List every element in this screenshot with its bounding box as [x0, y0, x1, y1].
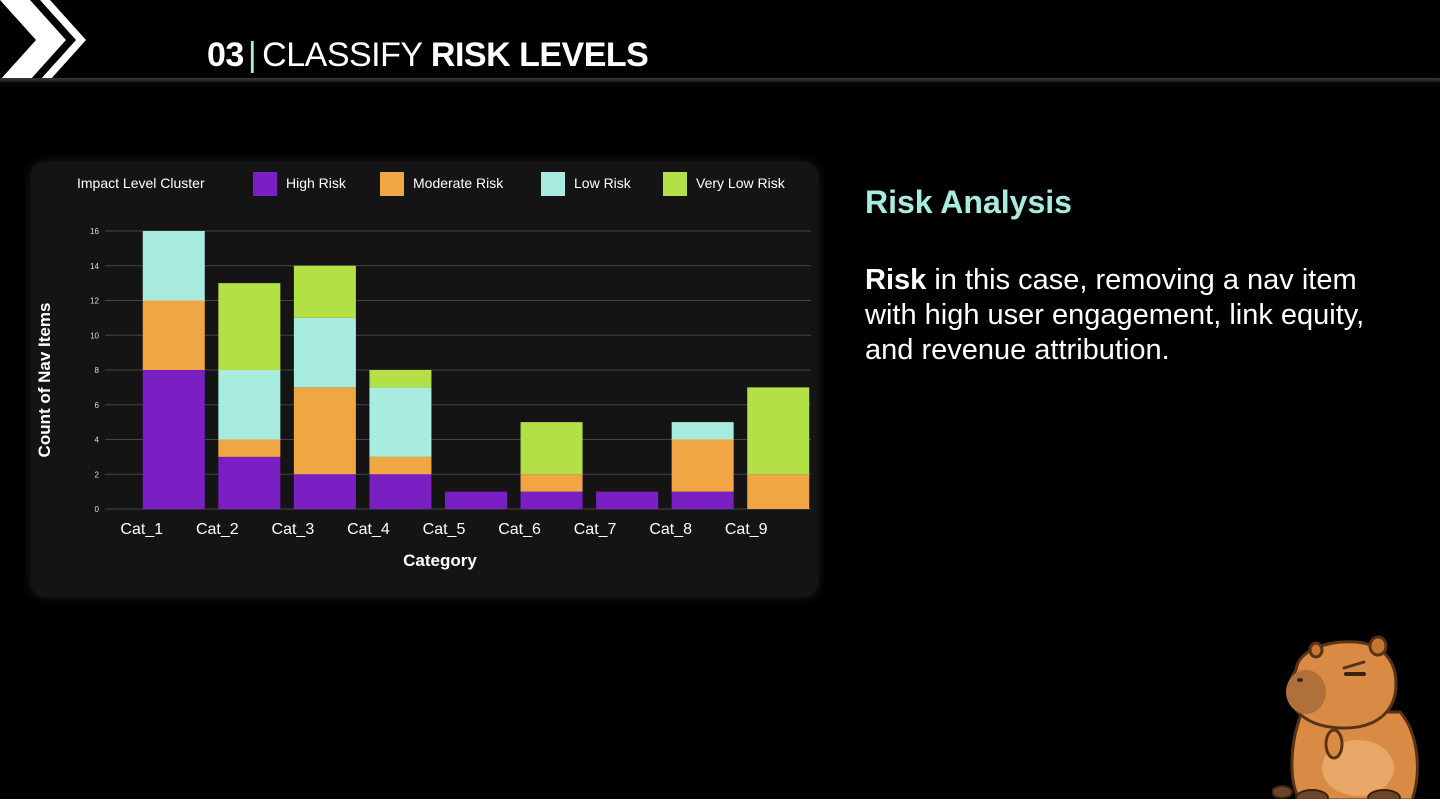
y-tick-label: 10: [90, 331, 99, 340]
bar-segment: [293, 265, 356, 318]
y-axis-ticks: 0 2 4 6 8 10 12 14 16: [90, 227, 99, 514]
bar-segment: [218, 370, 281, 440]
y-tick-label: 8: [95, 366, 100, 375]
legend-swatch: [541, 172, 565, 196]
y-tick-label: 0: [95, 505, 100, 514]
bar-segment: [747, 474, 810, 509]
x-axis-label: Category: [403, 551, 477, 570]
bar-segment: [671, 422, 734, 440]
y-tick-label: 6: [95, 401, 100, 410]
title-separator: |: [247, 36, 257, 74]
bar-segment: [218, 439, 281, 457]
x-tick-label: Cat_8: [649, 521, 692, 538]
y-tick-label: 2: [95, 470, 100, 479]
y-axis-label: Count of Nav Items: [35, 303, 54, 458]
bar-segment: [369, 474, 432, 509]
bar-segment: [293, 317, 356, 388]
bar-segment: [369, 387, 432, 457]
section-number: 03: [207, 36, 244, 74]
bar-segment: [293, 387, 356, 475]
legend-swatch: [380, 172, 404, 196]
bar-segment: [369, 370, 432, 388]
chart-legend: Impact Level Cluster High Risk Moderate Ri…: [77, 172, 786, 196]
bar-segment: [218, 456, 281, 509]
legend-label: Moderate Risk: [413, 175, 504, 191]
legend-title: Impact Level Cluster: [77, 175, 205, 191]
x-tick-label: Cat_1: [120, 521, 163, 538]
x-tick-label: Cat_6: [498, 521, 541, 538]
x-tick-label: Cat_3: [272, 521, 315, 538]
bar-segment: [520, 422, 583, 475]
x-tick-label: Cat_4: [347, 521, 390, 538]
risk-analysis-heading: Risk Analysis: [865, 184, 1072, 220]
title-light-text: CLASSIFY: [262, 36, 422, 74]
bar-segment: [671, 491, 734, 509]
bar-segment: [747, 387, 810, 475]
title-bold-text: RISK LEVELS: [430, 36, 649, 74]
risk-keyword: Risk: [865, 264, 927, 296]
x-tick-label: Cat_5: [423, 521, 466, 538]
capybara-mascot-icon: [1272, 635, 1419, 807]
bottom-bar: [0, 799, 1440, 810]
y-tick-label: 16: [90, 227, 99, 236]
bar-segment: [218, 283, 281, 370]
x-tick-label: Cat_7: [574, 521, 617, 538]
legend-label: Low Risk: [574, 175, 632, 191]
page-title: 03 | CLASSIFY RISK LEVELS: [207, 36, 649, 75]
stacked-bar-chart: Impact Level Cluster High Risk Moderate Ri…: [35, 172, 811, 570]
x-tick-label: Cat_2: [196, 521, 239, 538]
bar-segment: [142, 370, 205, 509]
y-tick-label: 4: [95, 436, 100, 445]
chart-card: Impact Level Cluster High Risk Moderate Ri…: [31, 162, 818, 597]
bar-segment: [671, 439, 734, 492]
legend-label: High Risk: [286, 175, 347, 191]
bar-segment: [445, 491, 507, 509]
bar-segment: [293, 474, 356, 509]
legend-label: Very Low Risk: [696, 175, 786, 191]
x-axis-ticks: Cat_1 Cat_2 Cat_3 Cat_4 Cat_5 Cat_6 Cat_7 Cat_8…: [120, 521, 767, 538]
legend-swatch: [663, 172, 687, 196]
bar-segment: [596, 491, 659, 509]
y-tick-label: 14: [90, 262, 99, 271]
y-tick-label: 12: [90, 297, 99, 306]
chart-bars: [142, 231, 810, 509]
bar-segment: [520, 474, 583, 492]
bar-segment: [520, 491, 583, 509]
risk-analysis-description: Risk in this case, removing a nav item w…: [865, 263, 1385, 368]
risk-description-text: in this case, removing a nav item with h…: [865, 264, 1365, 366]
x-tick-label: Cat_9: [725, 521, 768, 538]
bar-segment: [142, 231, 205, 301]
bar-segment: [142, 300, 205, 370]
double-chevron-logo-icon: [0, 0, 86, 80]
header-divider: [0, 78, 1440, 82]
legend-swatch: [253, 172, 277, 196]
bar-segment: [369, 456, 432, 475]
